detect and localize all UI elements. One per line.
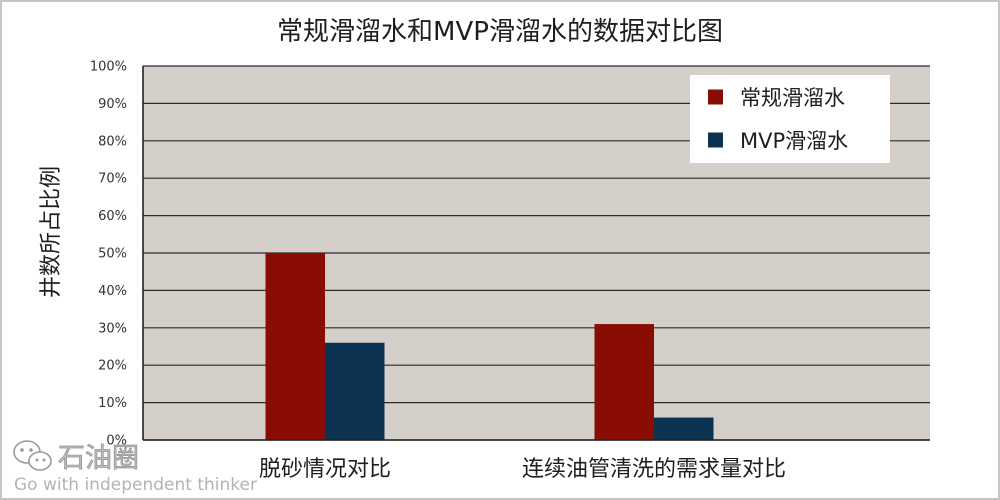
y-tick-label: 80% [98, 134, 127, 149]
bar-series-2-category-1 [325, 342, 385, 440]
y-tick-label: 0% [106, 434, 127, 449]
legend: 常规滑溜水 MVP滑溜水 [690, 75, 890, 163]
legend-box [690, 75, 890, 163]
bar-series-1-category-1 [265, 253, 325, 440]
y-tick-label: 60% [98, 209, 127, 224]
legend-marker [708, 89, 723, 105]
y-tick-label: 20% [98, 359, 127, 374]
chart-title: 常规滑溜水和MVP滑溜水的数据对比图 [277, 17, 723, 47]
legend-label: 常规滑溜水 [740, 86, 845, 110]
legend-label: MVP滑溜水 [740, 129, 848, 153]
wechat-icon [13, 440, 52, 471]
bar-series-2-category-2 [654, 417, 714, 440]
y-tick-label: 10% [98, 396, 127, 411]
legend-items: 常规滑溜水 MVP滑溜水 [708, 86, 848, 153]
x-category-label: 连续油管清洗的需求量对比 [522, 457, 786, 482]
y-tick-label: 40% [98, 284, 127, 299]
watermark: 石油圈 Go with independent thinker [13, 440, 257, 495]
y-tick-label: 90% [98, 97, 127, 112]
watermark-slogan: Go with independent thinker [14, 475, 257, 495]
y-tick-label: 30% [98, 321, 127, 336]
watermark-name: 石油圈 [58, 443, 139, 474]
y-tick-label: 50% [98, 247, 127, 262]
x-category-labels: 脱砂情况对比 连续油管清洗的需求量对比 [259, 457, 786, 482]
bar-series-1-category-2 [594, 324, 654, 440]
y-tick-label: 100% [90, 60, 127, 75]
y-axis-label: 井数所占比例 [39, 166, 64, 298]
bars [265, 253, 714, 440]
y-tick-label: 70% [98, 172, 127, 187]
legend-marker [708, 132, 723, 148]
x-category-label: 脱砂情况对比 [259, 457, 391, 482]
y-tick-labels: 0% 10% 20% 30% 40% 50% 60% 70% 80% 90% 100% [90, 60, 127, 449]
